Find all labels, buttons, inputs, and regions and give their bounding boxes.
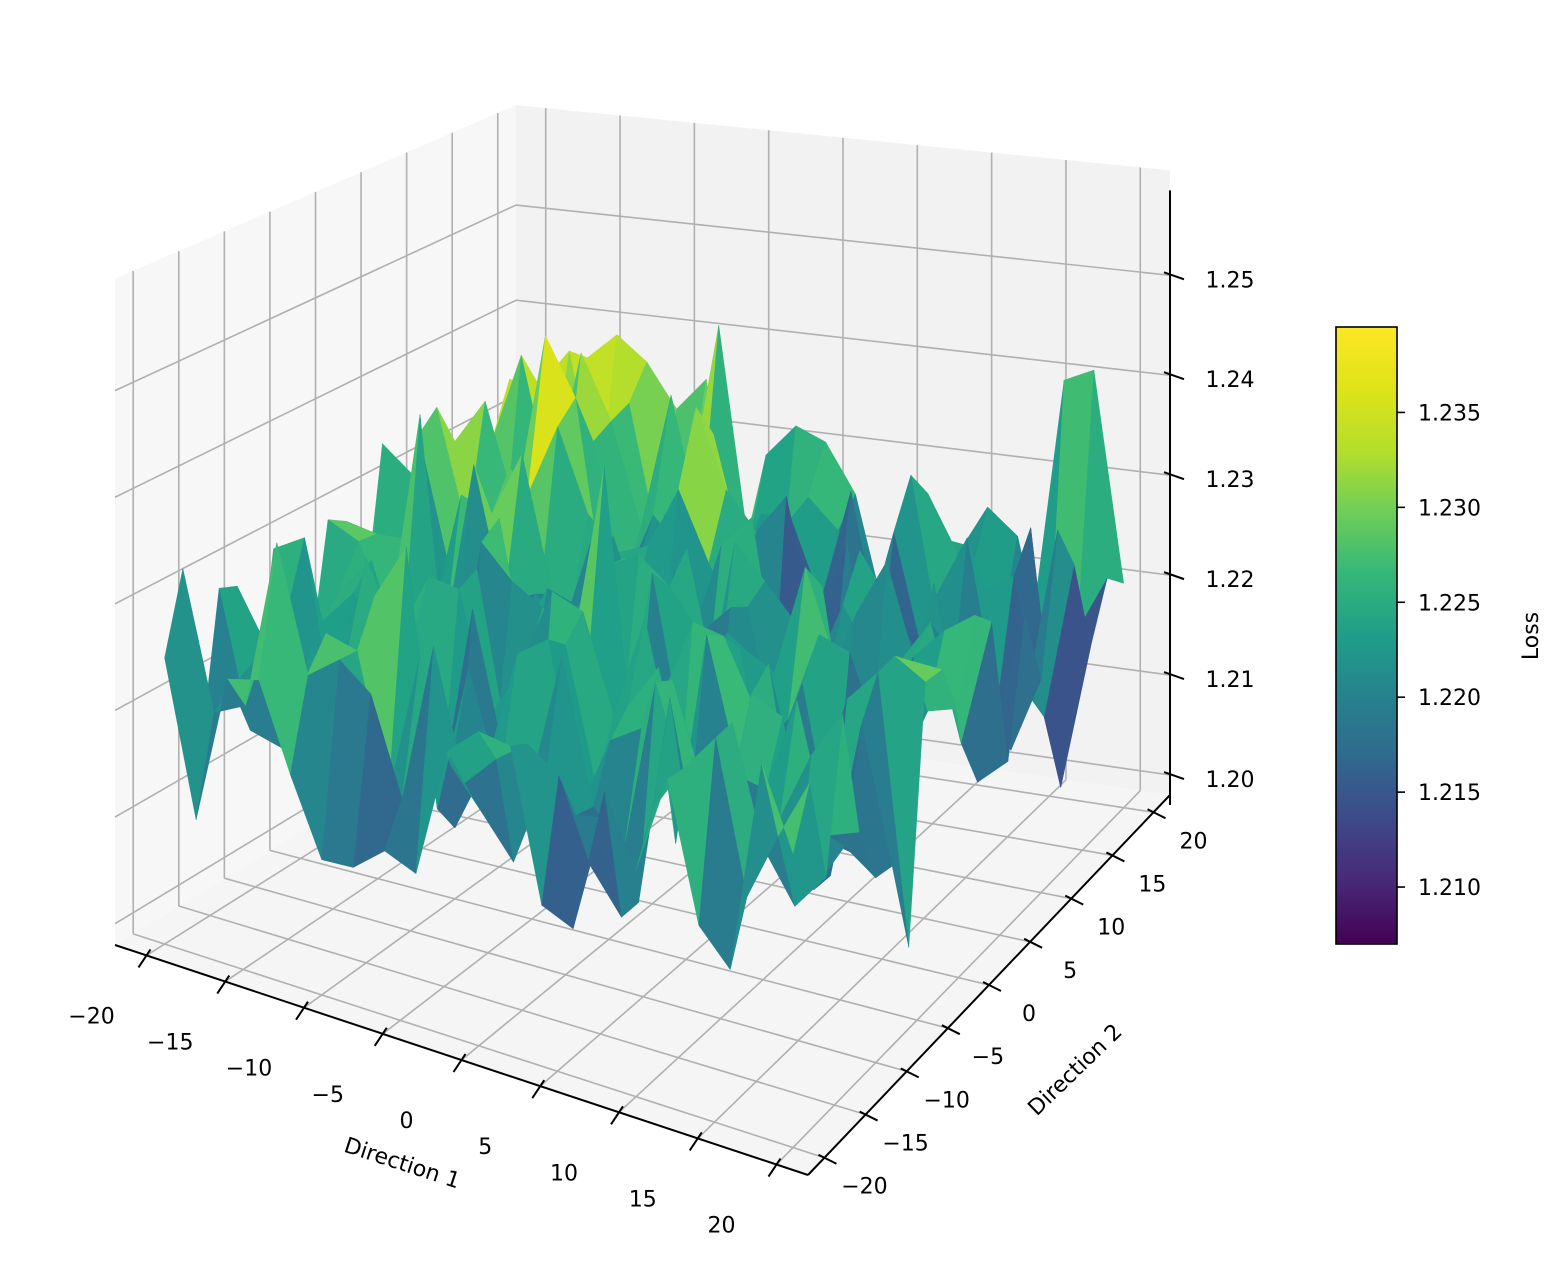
y-tick-label: −5 (972, 1045, 1004, 1070)
colorbar-tick-label: 1.235 (1418, 401, 1481, 426)
y-tick-label: 10 (1097, 916, 1125, 941)
colorbar-tick-label: 1.230 (1418, 496, 1481, 521)
x-tick-label: 5 (478, 1135, 492, 1160)
colorbar-tick-label: 1.225 (1418, 591, 1481, 616)
x-axis-label: Direction 1 (341, 1133, 463, 1194)
loss-surface (164, 325, 1124, 971)
colorbar-gradient (1335, 326, 1398, 945)
x-tick-label: 10 (550, 1161, 578, 1186)
z-tick-label: 1.22 (1206, 568, 1255, 593)
colorbar: 1.210 1.215 1.220 1.225 1.230 1.235 Loss (1335, 326, 1544, 945)
z-tick-label: 1.23 (1206, 468, 1255, 493)
z-tick-label: 1.24 (1206, 368, 1255, 393)
y-axis-ticks: −20 −15 −10−5 0 5 10 15 20 (818, 808, 1208, 1200)
y-axis-label: Direction 2 (1024, 1020, 1128, 1122)
x-tick-label: −15 (147, 1031, 193, 1056)
x-tick-label: −5 (312, 1083, 344, 1108)
y-tick-label: −15 (882, 1132, 928, 1157)
y-tick-label: 15 (1138, 872, 1166, 897)
y-tick-label: 0 (1022, 1002, 1036, 1027)
colorbar-tick-label: 1.220 (1418, 686, 1481, 711)
x-axis-ticks: −20 −15 −10 −5 0 5 10 15 20 (68, 948, 782, 1239)
surface-facet (761, 763, 810, 855)
x-tick-label: −10 (226, 1057, 272, 1082)
y-tick-label: 5 (1063, 959, 1077, 984)
colorbar-ticks: 1.210 1.215 1.220 1.225 1.230 1.235 (1397, 401, 1481, 901)
z-tick-label: 1.21 (1206, 668, 1255, 693)
x-tick-label: −20 (68, 1004, 114, 1029)
z-tick-label: 1.20 (1206, 768, 1255, 793)
colorbar-tick-label: 1.210 (1418, 876, 1481, 901)
x-tick-label: 20 (708, 1214, 736, 1239)
z-tick-label: 1.25 (1206, 268, 1255, 293)
y-tick-label: −10 (924, 1088, 970, 1113)
y-tick-label: −20 (841, 1175, 887, 1200)
x-tick-label: 0 (400, 1109, 414, 1134)
colorbar-tick-label: 1.215 (1418, 781, 1481, 806)
colorbar-label: Loss (1519, 612, 1544, 660)
z-axis-ticks: 1.20 1.21 1.22 1.23 1.24 1.25 (1163, 268, 1255, 793)
y-tick-label: 20 (1180, 829, 1208, 854)
x-tick-label: 15 (629, 1187, 657, 1212)
